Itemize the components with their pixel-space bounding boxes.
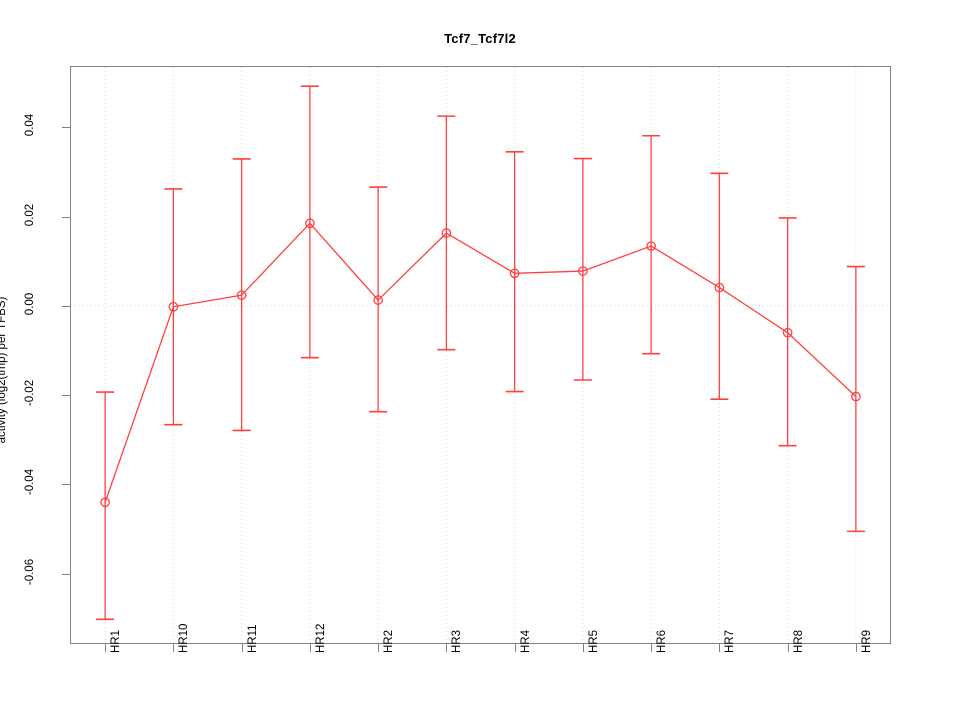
plot-canvas <box>71 67 890 643</box>
x-axis-tick-label: HR1 <box>110 629 123 653</box>
x-axis-tick-label: HR2 <box>383 629 396 653</box>
y-axis-tick-mark <box>62 216 70 218</box>
x-axis-tick-mark <box>787 644 789 652</box>
x-axis-tick-label: HR6 <box>656 629 669 653</box>
x-axis-tick-label: HR3 <box>451 629 464 653</box>
chart-title: Tcf7_Tcf7l2 <box>444 31 516 46</box>
data-point-marker[interactable] <box>782 327 793 338</box>
x-axis-tick-mark <box>514 644 516 652</box>
data-point-marker[interactable] <box>373 295 383 305</box>
x-axis-tick-mark <box>582 644 584 652</box>
series-line <box>104 222 857 503</box>
y-axis-title: activity (log2(tmp) per TFBS) <box>0 296 8 444</box>
x-axis-tick-mark <box>309 644 311 652</box>
x-axis-tick-label: HR10 <box>178 623 191 653</box>
y-axis-tick-mark <box>62 484 70 486</box>
data-point-marker[interactable] <box>509 268 520 279</box>
data-point-marker[interactable] <box>714 282 725 293</box>
x-axis-tick-label: HR7 <box>724 629 737 653</box>
x-axis-tick-mark <box>446 644 448 652</box>
data-point-marker[interactable] <box>578 266 588 276</box>
x-axis-tick-label: HR5 <box>587 629 600 653</box>
y-axis-tick-label: -0.04 <box>24 469 36 496</box>
x-axis-tick-mark <box>719 644 721 652</box>
plot-area <box>70 66 891 644</box>
x-axis-tick-mark <box>855 644 857 652</box>
y-axis-tick-label: 0.00 <box>24 292 36 316</box>
x-axis-tick-mark <box>241 644 243 652</box>
x-axis-tick-mark <box>651 644 653 652</box>
y-axis-tick-label: 0.04 <box>24 114 36 137</box>
y-axis-tick-label: -0.02 <box>24 380 36 407</box>
data-point-marker[interactable] <box>851 391 861 402</box>
data-point-marker[interactable] <box>646 241 656 251</box>
data-point-marker[interactable] <box>305 218 315 229</box>
x-axis-tick-mark <box>105 644 107 652</box>
y-axis-tick-mark <box>62 395 70 397</box>
y-axis-tick-label: -0.06 <box>24 558 36 585</box>
x-axis-tick-label: HR8 <box>792 629 805 653</box>
x-axis-tick-mark <box>173 644 175 652</box>
data-point-marker[interactable] <box>236 290 247 301</box>
x-axis-tick-label: HR11 <box>246 624 259 653</box>
data-point-marker[interactable] <box>100 497 110 508</box>
y-axis-tick-mark <box>62 127 70 129</box>
data-point-marker[interactable] <box>441 228 452 238</box>
x-axis-tick-mark <box>378 644 380 652</box>
y-axis-tick-label: 0.02 <box>24 203 36 226</box>
y-axis-tick-mark <box>62 305 70 307</box>
data-point-marker[interactable] <box>168 301 179 312</box>
x-axis-tick-label: HR12 <box>314 623 327 653</box>
x-axis-tick-label: HR9 <box>860 629 873 653</box>
y-axis-tick-mark <box>62 573 70 575</box>
x-axis-tick-label: HR4 <box>519 629 532 653</box>
